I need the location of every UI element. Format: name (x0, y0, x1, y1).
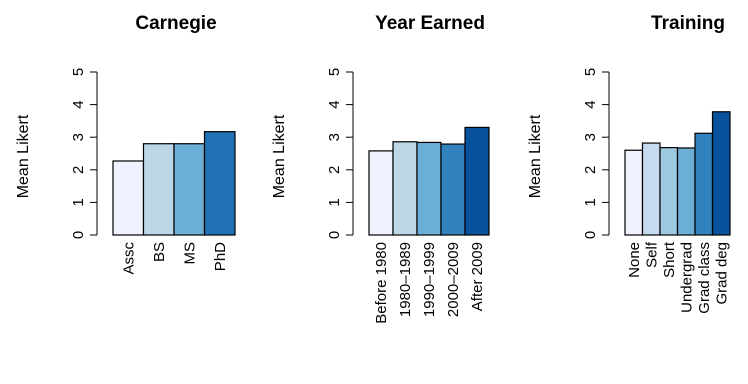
bar-self (641, 142, 661, 236)
bar-bs (142, 143, 175, 236)
x-category-label: 1980–1989 (397, 242, 414, 317)
y-tick-label: 5 (582, 68, 599, 76)
y-tick-label: 5 (70, 68, 87, 76)
x-category-label: Before 1980 (373, 242, 390, 324)
y-axis-label: Mean Likert (15, 114, 32, 198)
x-category-label: Assc (120, 242, 137, 275)
x-category-label: BS (151, 242, 168, 262)
y-axis-label: Mean Likert (271, 114, 288, 198)
y-tick-label: 1 (582, 198, 599, 206)
x-category-label: PhD (212, 242, 229, 271)
y-tick-label: 0 (70, 231, 87, 239)
bar-grad-deg (711, 111, 731, 236)
y-tick-label: 2 (582, 166, 599, 174)
chart-title: Training (651, 13, 725, 34)
chart-title: Carnegie (135, 13, 216, 34)
bar-grad-class (694, 132, 714, 236)
x-category-label: Short (661, 241, 678, 278)
y-tick-label: 0 (582, 231, 599, 239)
y-tick-label: 3 (326, 133, 343, 141)
x-category-label: None (626, 242, 643, 278)
y-tick-label: 1 (70, 198, 87, 206)
bar-before-1980 (368, 150, 394, 236)
bar-undergrad (676, 147, 696, 236)
x-category-label: Grad deg (713, 242, 730, 305)
bar-after-2009 (464, 126, 490, 236)
y-tick-label: 4 (326, 100, 343, 108)
x-category-label: After 2009 (469, 242, 486, 311)
x-category-label: 1990–1999 (421, 242, 438, 317)
bar-ms (173, 143, 206, 236)
x-category-label: MS (181, 242, 198, 265)
bar-assc (112, 160, 145, 236)
y-tick-label: 1 (326, 198, 343, 206)
x-category-label: Grad class (696, 242, 713, 314)
bar-1980-1989 (392, 141, 418, 236)
y-tick-label: 0 (326, 231, 343, 239)
y-tick-label: 2 (70, 166, 87, 174)
y-tick-label: 4 (70, 100, 87, 108)
x-category-label: Undergrad (678, 242, 695, 313)
y-tick-label: 3 (70, 133, 87, 141)
y-tick-label: 5 (326, 68, 343, 76)
y-tick-label: 4 (582, 100, 599, 108)
bar-1990-1999 (416, 141, 442, 236)
x-category-label: Self (643, 241, 660, 268)
x-category-label: 2000–2009 (445, 242, 462, 317)
bar-none (624, 149, 644, 236)
bar-phd (203, 131, 236, 236)
y-axis-label: Mean Likert (527, 114, 544, 198)
chart-title: Year Earned (375, 13, 485, 34)
y-tick-label: 3 (582, 133, 599, 141)
bar-2000-2009 (440, 143, 466, 236)
y-tick-label: 2 (326, 166, 343, 174)
bar-short (659, 147, 679, 236)
